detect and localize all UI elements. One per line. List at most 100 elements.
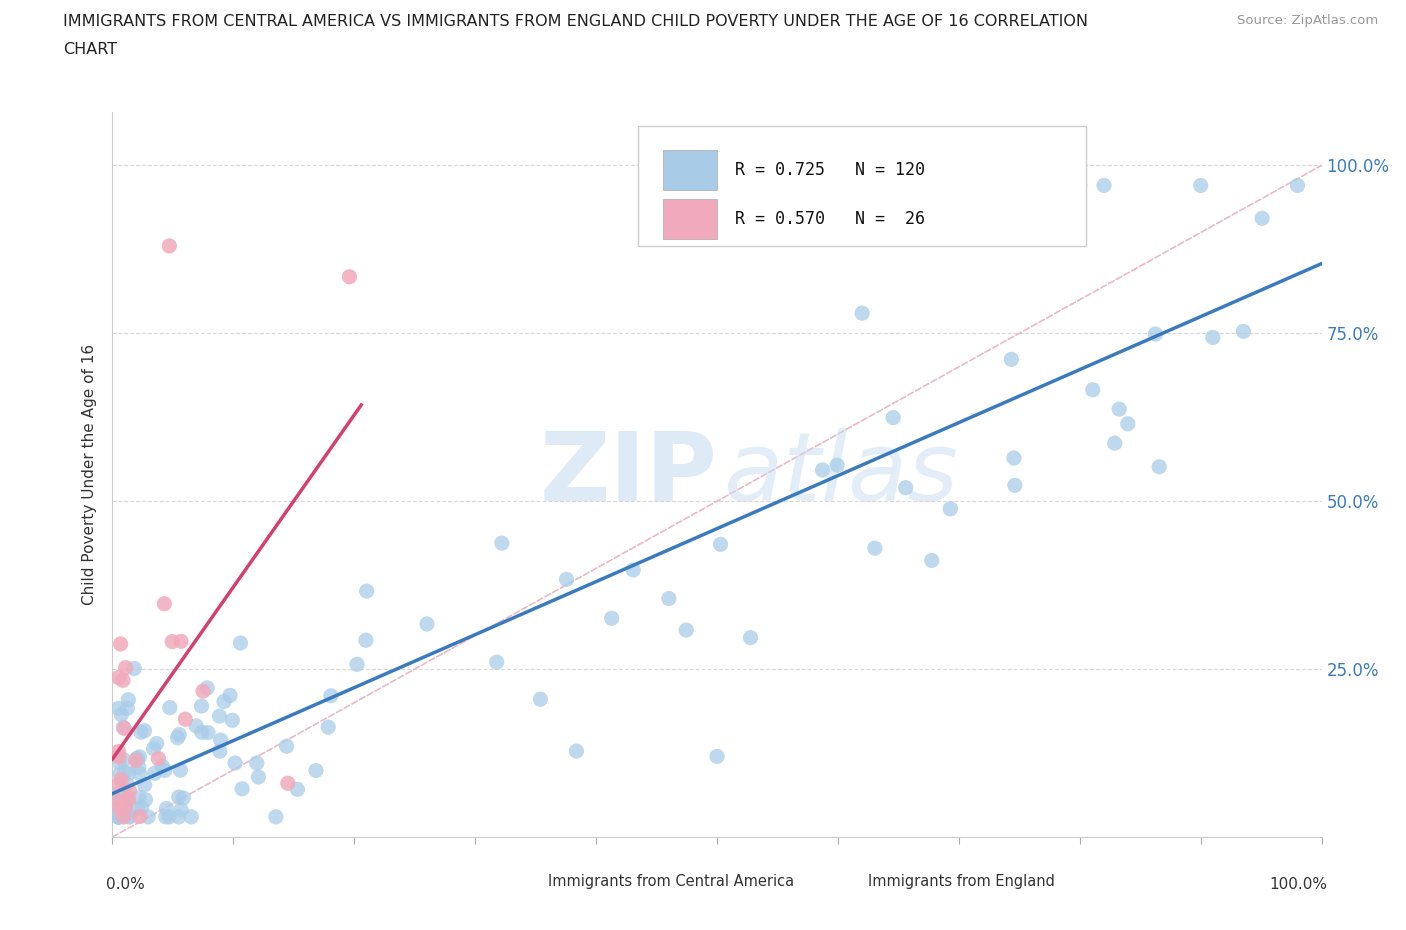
Point (1144, 326, 1167, 341)
Point (1108, 402, 1130, 417)
Point (740, 631, 762, 645)
Point (277, 776, 299, 790)
Point (221, 713, 243, 728)
Point (1202, 330, 1225, 345)
Point (416, 617, 439, 631)
Point (129, 724, 152, 739)
Point (127, 801, 149, 816)
Text: atlas: atlas (723, 428, 957, 521)
Point (114, 795, 136, 810)
Point (135, 792, 157, 807)
Point (180, 809, 202, 824)
Point (115, 777, 138, 791)
Point (1104, 436, 1126, 451)
Point (115, 789, 138, 804)
Point (1189, 178, 1212, 193)
Point (811, 462, 834, 477)
Text: Immigrants from England: Immigrants from England (868, 874, 1054, 889)
Point (246, 755, 269, 770)
Point (190, 698, 212, 713)
Point (114, 800, 136, 815)
Text: CHART: CHART (63, 42, 117, 57)
Point (107, 809, 129, 824)
Point (107, 809, 129, 824)
Point (157, 238, 180, 253)
Point (157, 809, 180, 824)
Point (191, 724, 214, 739)
Point (305, 763, 328, 777)
Point (825, 458, 848, 472)
Point (107, 671, 129, 685)
Point (339, 270, 361, 285)
Y-axis label: Child Poverty Under the Age of 16: Child Poverty Under the Age of 16 (82, 344, 97, 604)
Point (110, 708, 132, 723)
Point (125, 751, 148, 766)
Point (863, 540, 886, 555)
Point (621, 563, 644, 578)
Point (108, 750, 131, 764)
Point (118, 809, 141, 824)
Point (555, 572, 578, 587)
Point (107, 800, 129, 815)
Point (1251, 211, 1274, 226)
Point (115, 803, 138, 817)
Point (112, 752, 135, 767)
Point (894, 480, 917, 495)
Point (117, 701, 139, 716)
Point (174, 711, 197, 726)
Point (148, 751, 170, 766)
Text: R = 0.570   N =  26: R = 0.570 N = 26 (735, 210, 925, 228)
FancyBboxPatch shape (832, 870, 859, 895)
Point (118, 783, 141, 798)
Point (117, 692, 139, 707)
Point (107, 809, 129, 824)
Point (145, 736, 167, 751)
Point (219, 688, 242, 703)
Point (1000, 352, 1022, 366)
Point (1286, 178, 1309, 193)
Point (1147, 459, 1170, 474)
Point (224, 755, 246, 770)
Point (108, 755, 131, 770)
Point (136, 809, 159, 824)
Point (128, 809, 150, 824)
Point (1116, 417, 1139, 432)
Text: R = 0.725   N = 120: R = 0.725 N = 120 (735, 161, 925, 179)
Point (110, 636, 132, 651)
Text: Source: ZipAtlas.com: Source: ZipAtlas.com (1237, 14, 1378, 27)
Point (197, 725, 219, 740)
Point (107, 777, 129, 791)
Point (118, 791, 141, 806)
Point (184, 719, 207, 734)
FancyBboxPatch shape (662, 199, 717, 239)
Point (111, 672, 134, 687)
FancyBboxPatch shape (662, 150, 717, 190)
Point (159, 700, 181, 715)
Point (529, 692, 551, 707)
Point (166, 730, 188, 745)
Point (125, 753, 148, 768)
Point (114, 660, 136, 675)
Point (229, 635, 252, 650)
Point (319, 688, 342, 703)
Point (155, 801, 177, 816)
Point (108, 766, 131, 781)
Point (167, 727, 190, 742)
Point (675, 622, 697, 637)
Point (108, 802, 131, 817)
Text: 100.0%: 100.0% (1270, 877, 1327, 892)
Point (153, 596, 176, 611)
Point (155, 809, 177, 824)
Point (276, 738, 298, 753)
Point (128, 766, 150, 781)
Point (851, 306, 873, 321)
Point (127, 751, 149, 766)
Point (107, 809, 129, 824)
Point (107, 795, 129, 810)
Point (107, 793, 129, 808)
Point (600, 611, 623, 626)
Point (143, 766, 166, 781)
Point (354, 632, 377, 647)
Point (134, 777, 156, 792)
Point (107, 786, 129, 801)
